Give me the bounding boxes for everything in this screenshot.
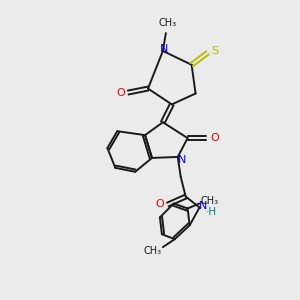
Text: CH₃: CH₃ (159, 18, 177, 28)
Text: O: O (116, 88, 125, 98)
Text: CH₃: CH₃ (200, 196, 218, 206)
Text: N: N (178, 155, 186, 165)
Text: O: O (210, 133, 219, 143)
Text: S: S (211, 46, 218, 56)
Text: CH₃: CH₃ (144, 246, 162, 256)
Text: ·H: ·H (206, 207, 217, 218)
Text: O: O (155, 200, 164, 209)
Text: N: N (160, 44, 168, 54)
Text: N: N (199, 202, 208, 212)
